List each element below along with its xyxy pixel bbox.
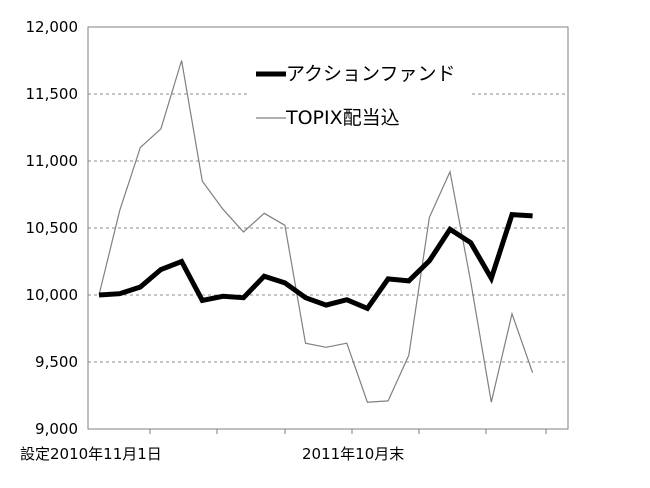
legend-box bbox=[248, 54, 470, 140]
legend-entry: アクションファンド bbox=[286, 63, 455, 85]
plot-area-border bbox=[87, 26, 569, 430]
y-tick-label: 12,000 bbox=[26, 18, 79, 36]
axes bbox=[87, 26, 569, 430]
x-tick-label: 設定2010年11月1日 bbox=[20, 445, 162, 463]
y-tick-label: 11,000 bbox=[26, 152, 79, 170]
series-lines bbox=[98, 60, 534, 403]
legend: アクションファンド TOPIX配当込 bbox=[248, 54, 470, 140]
x-axis-ticks: 設定2010年11月1日 2011年10月末 bbox=[20, 429, 547, 463]
y-axis-ticks: 9,000 9,500 10,000 10,500 11,000 11,500 12,000 bbox=[26, 18, 79, 438]
y-tick-label: 9,000 bbox=[35, 420, 78, 438]
x-tick-label: 2011年10月末 bbox=[302, 445, 404, 463]
series-line-topix bbox=[98, 60, 534, 403]
y-tick-label: 10,000 bbox=[26, 286, 79, 304]
legend-entry: TOPIX配当込 bbox=[285, 107, 400, 129]
y-tick-label: 9,500 bbox=[35, 353, 78, 371]
series-line-action-fund bbox=[98, 211, 533, 312]
y-tick-label: 11,500 bbox=[26, 85, 79, 103]
y-tick-label: 10,500 bbox=[26, 219, 79, 237]
